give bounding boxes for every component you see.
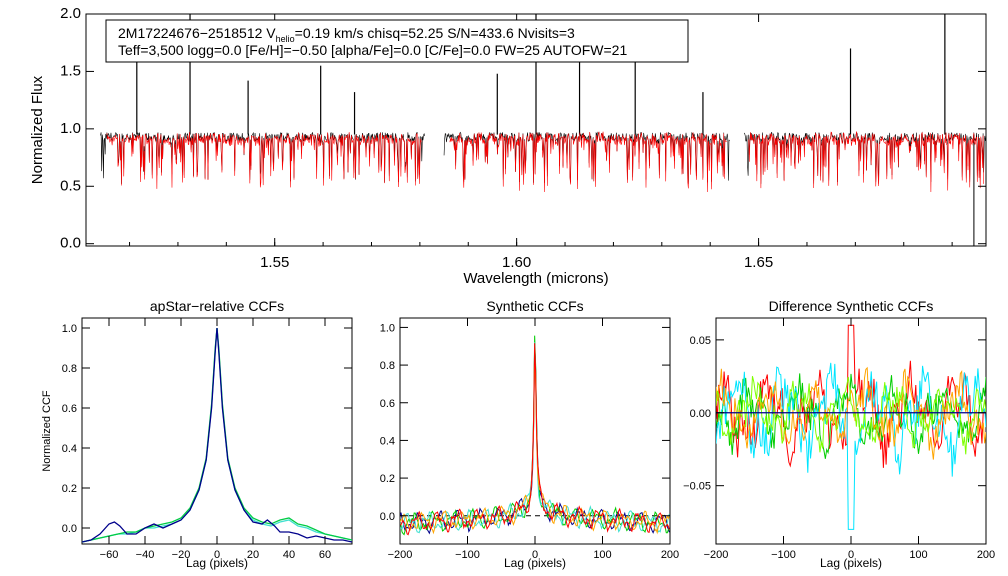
apstar-ccf-xtick-label: 20 (247, 549, 259, 561)
apstar-ccf-y-axis-label: Normalized CCF (41, 390, 53, 472)
difference-ccf-visit-5-line (716, 376, 986, 455)
spectrum-model-series (106, 131, 984, 193)
apstar-ccf-ytick-label: 0.8 (62, 363, 77, 375)
difference-ccf-ytick-label: 0.00 (690, 408, 711, 420)
synthetic-ccf-combined-line (400, 343, 670, 536)
spectrum-x-axis-label: Wavelength (microns) (463, 270, 608, 287)
synthetic-ccf-xtick-label: 200 (661, 549, 679, 561)
spectrum-model-line (748, 131, 984, 193)
synthetic-ccf-plot-area (400, 335, 670, 536)
apstar-ccf-visit-1-line (82, 327, 352, 543)
difference-ccf-xtick-label: 100 (909, 549, 927, 561)
difference-ccf-xtick-label: −200 (704, 549, 729, 561)
spectrum-y-axis-label: Normalized Flux (29, 75, 46, 184)
annotation-line1-part3: =0.19 km/s chisq=52.25 S/N=433.6 Nvisits… (295, 25, 575, 41)
apstar-ccf-xtick-label: −20 (172, 549, 191, 561)
spectrum-xtick-label: 1.55 (260, 254, 289, 271)
apstar-ccf-xtick-label: 40 (283, 549, 295, 561)
synthetic-ccf-y-ticks: 0.0 0.2 0.4 0.6 0.8 1.0 (380, 322, 670, 523)
spectrum-ytick-label: 2.0 (60, 5, 81, 22)
spectrum-xtick-label: 1.65 (744, 254, 773, 271)
synthetic-ccf-panel: Synthetic CCFs 0.0 0.2 0.4 0.6 0.8 1.0 −200 −1… (380, 298, 679, 570)
apstar-ccf-y-ticks: 0.0 0.2 0.4 0.6 0.8 1.0 (62, 323, 352, 535)
spectrum-model-line (106, 132, 422, 189)
apstar-ccf-xtick-label: −60 (100, 549, 119, 561)
apstar-ccf-visit-3-line (82, 327, 352, 543)
apstar-ccf-visit-2-line (82, 327, 352, 543)
synthetic-ccf-xtick-label: −100 (455, 549, 480, 561)
spectrum-annotation-line1: 2M17224676−2518512 Vhelio=0.19 km/s chis… (118, 25, 575, 44)
apstar-ccf-title: apStar−relative CCFs (150, 298, 284, 314)
difference-ccf-xtick-label: −100 (771, 549, 796, 561)
synthetic-ccf-ytick-label: 0.8 (380, 360, 395, 372)
synthetic-ccf-x-ticks: −200 −100 0 100 200 (388, 318, 679, 561)
apstar-ccf-frame (81, 317, 353, 545)
apstar-ccf-xtick-label: 0 (214, 549, 220, 561)
synthetic-ccf-ytick-label: 1.0 (380, 322, 395, 334)
difference-ccf-visit-3-line (716, 362, 986, 530)
spectrum-model-line (449, 131, 727, 193)
synthetic-ccf-ytick-label: 0.0 (380, 511, 395, 523)
annotation-line1-subscript: helio (276, 34, 295, 44)
synthetic-ccf-ytick-label: 0.4 (380, 435, 395, 447)
difference-ccf-panel: Difference Synthetic CCFs −0.050.000.05 … (683, 298, 995, 570)
annotation-line1-part1: 2M17224676−2518512 V (118, 25, 276, 41)
difference-ccf-ytick-label: 0.05 (690, 335, 711, 347)
difference-ccf-x-axis-label: Lag (pixels) (820, 556, 882, 570)
synthetic-ccf-x-axis-label: Lag (pixels) (504, 556, 566, 570)
spectrum-ytick-label: 1.0 (60, 120, 81, 137)
spectrum-annotation-box (105, 19, 689, 63)
difference-ccf-plot-area (716, 324, 986, 530)
apstar-ccf-panel: apStar−relative CCFs 0.00.20.40.60.81.0 … (41, 298, 353, 570)
synthetic-ccf-ytick-label: 0.6 (380, 398, 395, 410)
spectrum-y-ticks: 0.0 0.5 1.0 1.5 2.0 (60, 5, 986, 252)
difference-ccf-ytick-label: −0.05 (683, 481, 711, 493)
spectrum-ytick-label: 0.0 (60, 235, 81, 252)
difference-ccf-title: Difference Synthetic CCFs (769, 298, 934, 314)
synthetic-ccf-xtick-label: −200 (388, 549, 413, 561)
synthetic-ccf-xtick-label: 0 (532, 549, 538, 561)
difference-ccf-x-ticks: −200 −100 0 100 200 (704, 318, 995, 561)
apstar-ccf-plot-area (82, 327, 352, 543)
spectrum-x-ticks: 1.55 1.60 1.65 (129, 14, 953, 271)
apstar-ccf-ytick-label: 0.6 (62, 403, 77, 415)
apstar-ccf-ytick-label: 0.4 (62, 443, 77, 455)
apstar-ccf-ytick-label: 0.0 (62, 523, 77, 535)
apstar-ccf-xtick-label: −40 (136, 549, 155, 561)
apstar-ccf-ytick-label: 1.0 (62, 323, 77, 335)
difference-ccf-xtick-label: 0 (848, 549, 854, 561)
spectrum-xtick-label: 1.60 (502, 254, 531, 271)
difference-ccf-y-ticks: −0.05 0.00 0.05 (683, 335, 986, 493)
apstar-ccf-x-axis-label: Lag (pixels) (186, 556, 248, 570)
synthetic-ccf-xtick-label: 100 (593, 549, 611, 561)
spectrum-panel: 0.0 0.5 1.0 1.5 2.0 1.55 1.60 1.65 2M17224676−… (29, 5, 987, 287)
difference-ccf-xtick-label: 200 (977, 549, 995, 561)
synthetic-ccf-ytick-label: 0.2 (380, 473, 395, 485)
difference-ccf-visit-2-line (716, 373, 986, 459)
spectrum-annotation-line2: Teff=3,500 logg=0.0 [Fe/H]=−0.50 [alpha/… (118, 42, 627, 58)
spectrum-ytick-label: 1.5 (60, 62, 81, 79)
spectrum-ytick-label: 0.5 (60, 177, 81, 194)
synthetic-ccf-visit-3-line (400, 342, 670, 534)
apstar-ccf-xtick-label: 60 (319, 549, 331, 561)
apstar-ccf-x-ticks: −60 −40 −20 0 20 40 60 (100, 318, 331, 561)
spectrum-observed-line (100, 131, 426, 184)
apstar-ccf-ytick-label: 0.2 (62, 483, 77, 495)
synthetic-ccf-title: Synthetic CCFs (486, 298, 583, 314)
